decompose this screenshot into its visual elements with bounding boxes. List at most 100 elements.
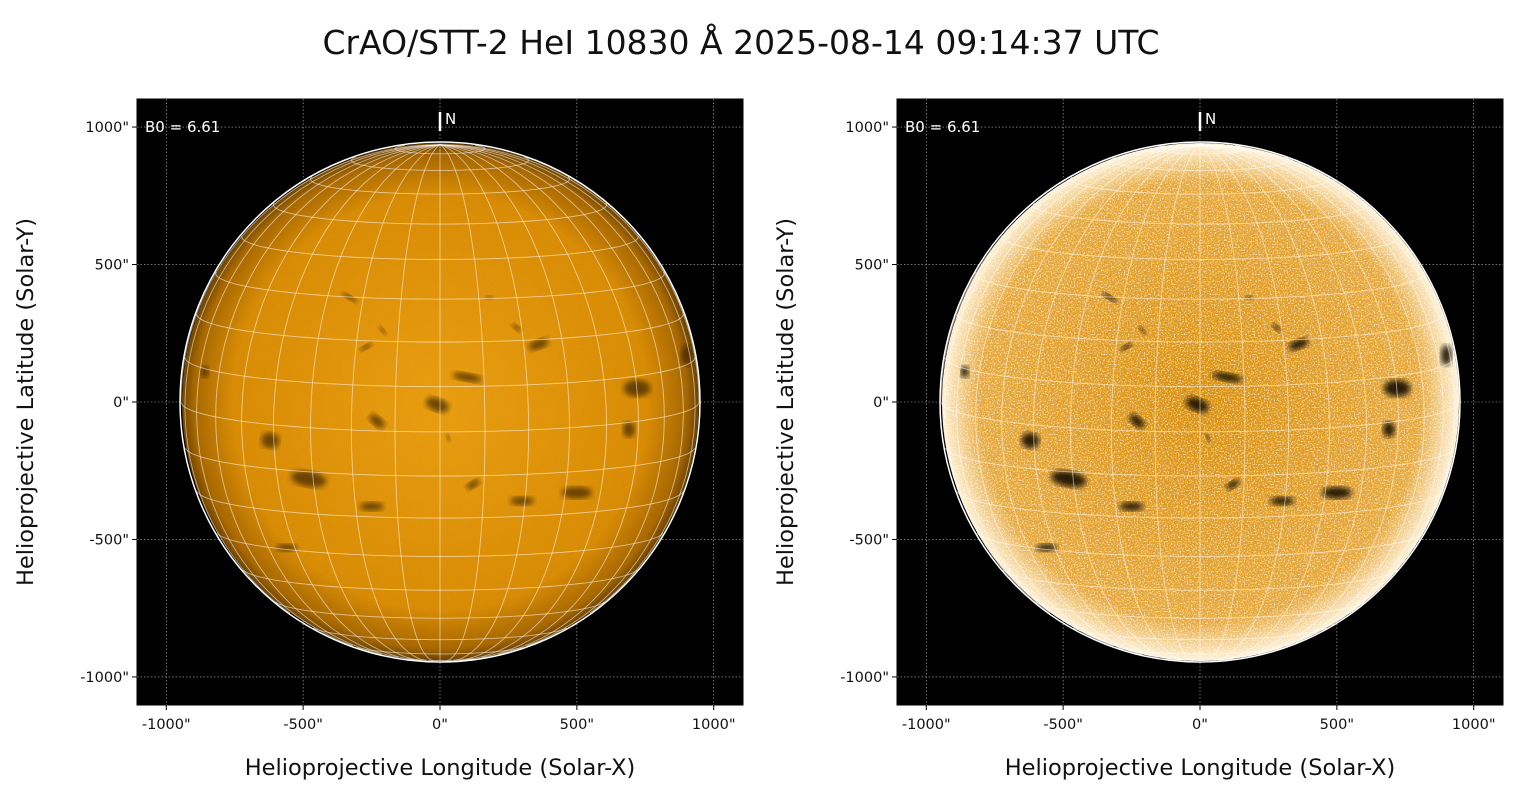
x-axis-label: Helioprojective Longitude (Solar-X) [245, 755, 636, 781]
longitude-line [439, 144, 486, 662]
latitude-line [184, 357, 696, 388]
latitude-line [976, 532, 1424, 557]
longitude-line [1070, 144, 1201, 661]
y-axis-label: Helioprojective Latitude (Solar-Y) [13, 218, 39, 586]
x-tick-label: -1000" [142, 717, 191, 733]
solar-limb [939, 141, 1461, 663]
longitude-line [439, 144, 665, 655]
x-tick-label: 0" [1192, 717, 1208, 733]
y-tick-label: 0" [113, 395, 129, 411]
longitude-line [1199, 144, 1367, 661]
latitude-line [1110, 156, 1290, 171]
dark-filament [425, 397, 449, 413]
longitude-line [215, 144, 441, 655]
longitude-line [1199, 144, 1425, 655]
longitude-line [1199, 144, 1460, 403]
dark-filament [1138, 326, 1147, 335]
latitude-line [1070, 176, 1330, 195]
north-label: N [1205, 110, 1216, 128]
latitude-line [1166, 658, 1234, 661]
y-tick-label: -500" [849, 532, 889, 548]
dark-filament [1050, 470, 1087, 488]
latitude-line [1035, 601, 1365, 619]
x-tick-label: 1000" [692, 717, 736, 733]
longitude-line [439, 144, 530, 661]
longitude-line [439, 144, 607, 661]
latitude-line [956, 491, 1444, 519]
dark-filament [369, 414, 385, 429]
longitude-line [956, 144, 1201, 647]
x-tick-label: 1000" [1452, 717, 1496, 733]
dark-filament [342, 292, 358, 303]
latitude-line [944, 357, 1456, 388]
latitude-line [241, 235, 639, 260]
latitude-line [184, 447, 696, 477]
b0-label: B0 = 6.61 [905, 118, 980, 136]
dark-filament [452, 372, 483, 383]
longitude-line [310, 144, 441, 661]
y-tick-label: 1000" [85, 120, 129, 136]
longitude-line [1110, 144, 1201, 661]
latitude-line [273, 202, 607, 225]
dark-filament [360, 343, 372, 351]
longitude-line [196, 144, 441, 647]
latitude-line [1001, 235, 1399, 260]
x-tick-label: 0" [432, 717, 448, 733]
solar-limb [179, 141, 701, 663]
dark-filament [261, 432, 280, 449]
latitude-line [944, 447, 1456, 477]
longitude-line [975, 144, 1201, 655]
dark-filament [622, 421, 635, 438]
longitude-line [1033, 144, 1201, 661]
latitude-line [1073, 627, 1327, 641]
y-tick-label: -1000" [840, 670, 889, 686]
longitude-line [273, 144, 441, 661]
longitude-line [394, 144, 441, 662]
dark-filament [1120, 343, 1132, 351]
latitude-line [196, 313, 684, 343]
x-tick-label: -500" [283, 717, 323, 733]
latitude-line [1033, 202, 1367, 225]
dark-filament [1226, 479, 1240, 490]
b0-label: B0 = 6.61 [145, 118, 220, 136]
longitude-line [1199, 144, 1246, 662]
longitude-line [439, 144, 684, 647]
longitude-line [940, 144, 1201, 403]
dark-filament [512, 323, 522, 332]
dark-filament [1036, 544, 1058, 552]
left-panel: N B0 = 6.61 -1000" -500" 0" 500" 1000" 1000" 500… [13, 98, 744, 781]
dark-filament [1270, 496, 1295, 506]
latitude-line [406, 658, 474, 661]
longitude-line [1199, 144, 1444, 647]
dark-filament [1021, 432, 1040, 449]
y-axis-label: Helioprojective Latitude (Solar-Y) [773, 218, 799, 586]
dark-filament [466, 479, 480, 490]
y-tick-label: 0" [873, 395, 889, 411]
dark-filament [1185, 397, 1209, 413]
right-panel: N B0 = 6.61 -1000" -500" 0" 500" 1000" 1000" 500… [773, 98, 1504, 781]
dark-filament [1321, 486, 1352, 499]
longitude-line [1199, 144, 1330, 661]
dark-filament [1205, 433, 1211, 442]
longitude-line [350, 144, 441, 661]
latitude-line [956, 313, 1444, 343]
dark-filament [1382, 421, 1395, 438]
y-tick-label: -500" [89, 532, 129, 548]
longitude-line [1154, 144, 1201, 662]
dark-filament [1119, 502, 1144, 511]
latitude-line [310, 176, 570, 195]
dark-filament [1212, 372, 1243, 383]
x-axis-label: Helioprojective Longitude (Solar-X) [1005, 755, 1396, 781]
latitude-line [940, 401, 1460, 433]
dark-filament [1102, 292, 1118, 303]
longitude-line [439, 144, 700, 403]
latitude-line [196, 491, 684, 519]
x-tick-label: -500" [1043, 717, 1083, 733]
longitude-line [1199, 144, 1290, 661]
latitude-line [357, 646, 523, 655]
dark-filament [1272, 323, 1282, 332]
dark-filament [528, 338, 549, 351]
x-tick-label: -1000" [902, 717, 951, 733]
dark-filament [359, 502, 384, 511]
y-tick-label: 500" [95, 258, 129, 274]
